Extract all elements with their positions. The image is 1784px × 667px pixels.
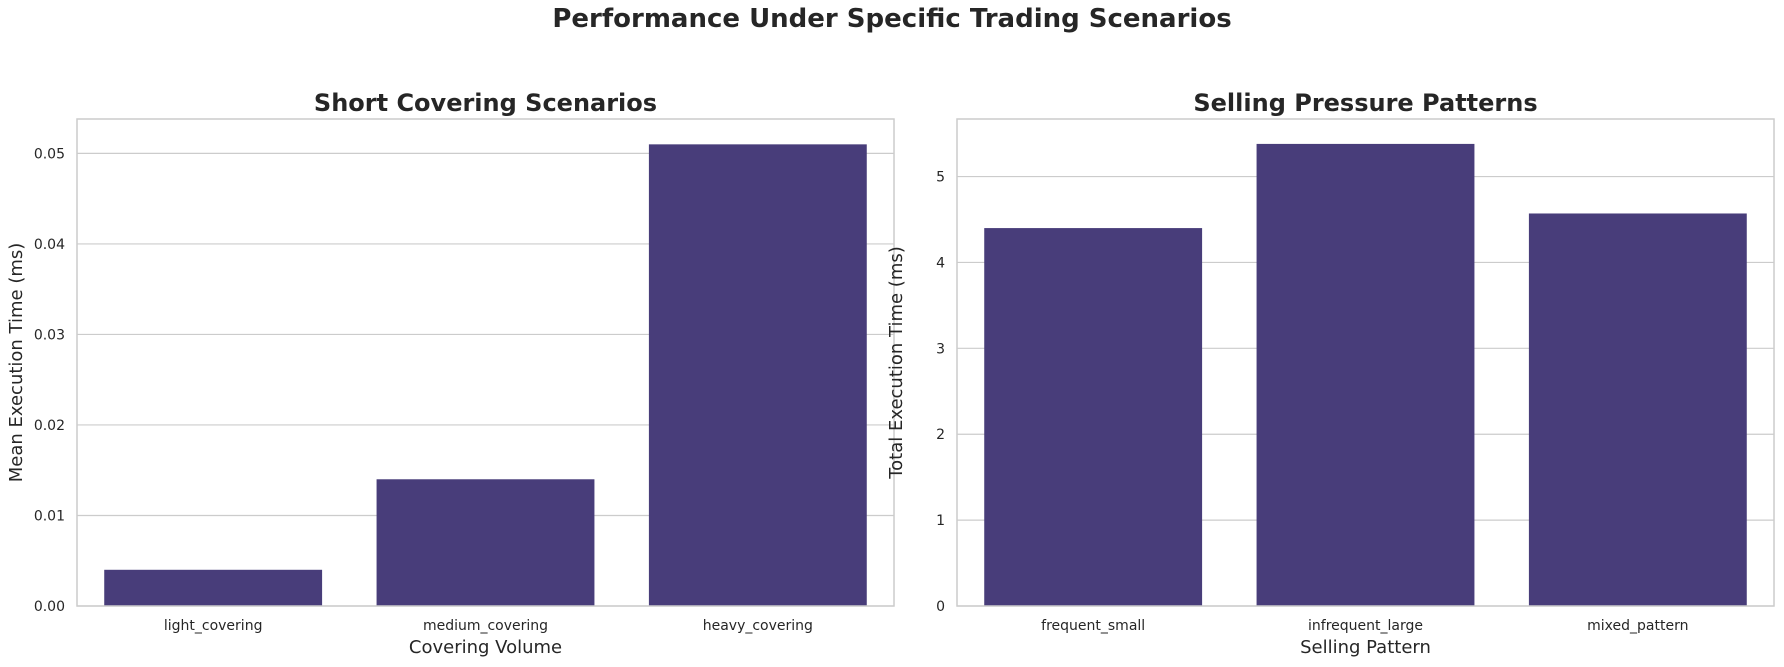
y-tick-label: 5 — [936, 170, 945, 186]
bar-infrequent-large — [1256, 143, 1475, 606]
y-tick-label: 0.02 — [34, 418, 65, 434]
x-axis-label: Selling Pattern — [1300, 637, 1431, 658]
panel-title: Short Covering Scenarios — [314, 89, 657, 117]
bar-mixed-pattern — [1528, 213, 1747, 606]
panel-1: 0.00 0.01 0.02 0.03 0.04 0.05 light_covering me… — [6, 89, 895, 658]
x-axis-label: Covering Volume — [409, 637, 562, 658]
x-tick-label: infrequent_large — [1308, 618, 1423, 634]
y-tick-label: 0.03 — [34, 327, 65, 343]
y-tick-label: 0.01 — [34, 508, 65, 524]
plot-frame — [956, 118, 1775, 607]
bar-light-covering — [104, 569, 323, 606]
y-tick-label: 1 — [936, 513, 945, 529]
y-tick-label: 0 — [936, 599, 945, 615]
y-tick-label: 0.00 — [34, 599, 65, 615]
y-tick-label: 0.04 — [34, 237, 65, 253]
y-tick-label: 0.05 — [34, 146, 65, 162]
figure-title: Performance Under Specific Trading Scena… — [552, 4, 1232, 34]
y-tick-label: 3 — [936, 341, 945, 357]
x-tick-label: mixed_pattern — [1587, 618, 1688, 634]
x-tick-label: frequent_small — [1041, 618, 1145, 634]
y-axis-label: Mean Execution Time (ms) — [6, 243, 27, 483]
y-tick-label: 2 — [936, 427, 945, 443]
panel-title: Selling Pressure Patterns — [1193, 89, 1537, 117]
y-tick-label: 4 — [936, 255, 945, 271]
bar-heavy-covering — [648, 144, 867, 607]
bar-frequent-small — [984, 228, 1203, 607]
plot-frame — [76, 118, 895, 607]
x-tick-label: medium_covering — [423, 618, 548, 634]
y-axis-label: Total Execution Time (ms) — [886, 246, 907, 480]
panel-2: 0 1 2 3 4 5 frequent_small infrequent_large mixe… — [886, 89, 1775, 658]
x-tick-label: heavy_covering — [703, 618, 813, 634]
bar-medium-covering — [376, 479, 595, 606]
x-tick-label: light_covering — [164, 618, 263, 634]
